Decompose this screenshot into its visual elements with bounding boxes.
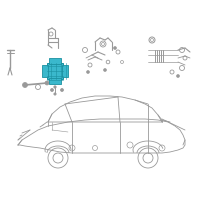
Circle shape <box>22 82 28 88</box>
FancyBboxPatch shape <box>62 65 68 77</box>
FancyBboxPatch shape <box>49 78 61 84</box>
Circle shape <box>60 88 64 92</box>
FancyBboxPatch shape <box>47 63 63 79</box>
Circle shape <box>54 93 56 95</box>
Circle shape <box>54 86 56 88</box>
Circle shape <box>177 74 180 77</box>
FancyBboxPatch shape <box>42 65 48 77</box>
Circle shape <box>104 68 106 72</box>
Circle shape <box>45 81 49 85</box>
FancyBboxPatch shape <box>49 58 61 64</box>
Circle shape <box>114 46 116 49</box>
Circle shape <box>86 71 90 73</box>
Circle shape <box>50 88 54 92</box>
